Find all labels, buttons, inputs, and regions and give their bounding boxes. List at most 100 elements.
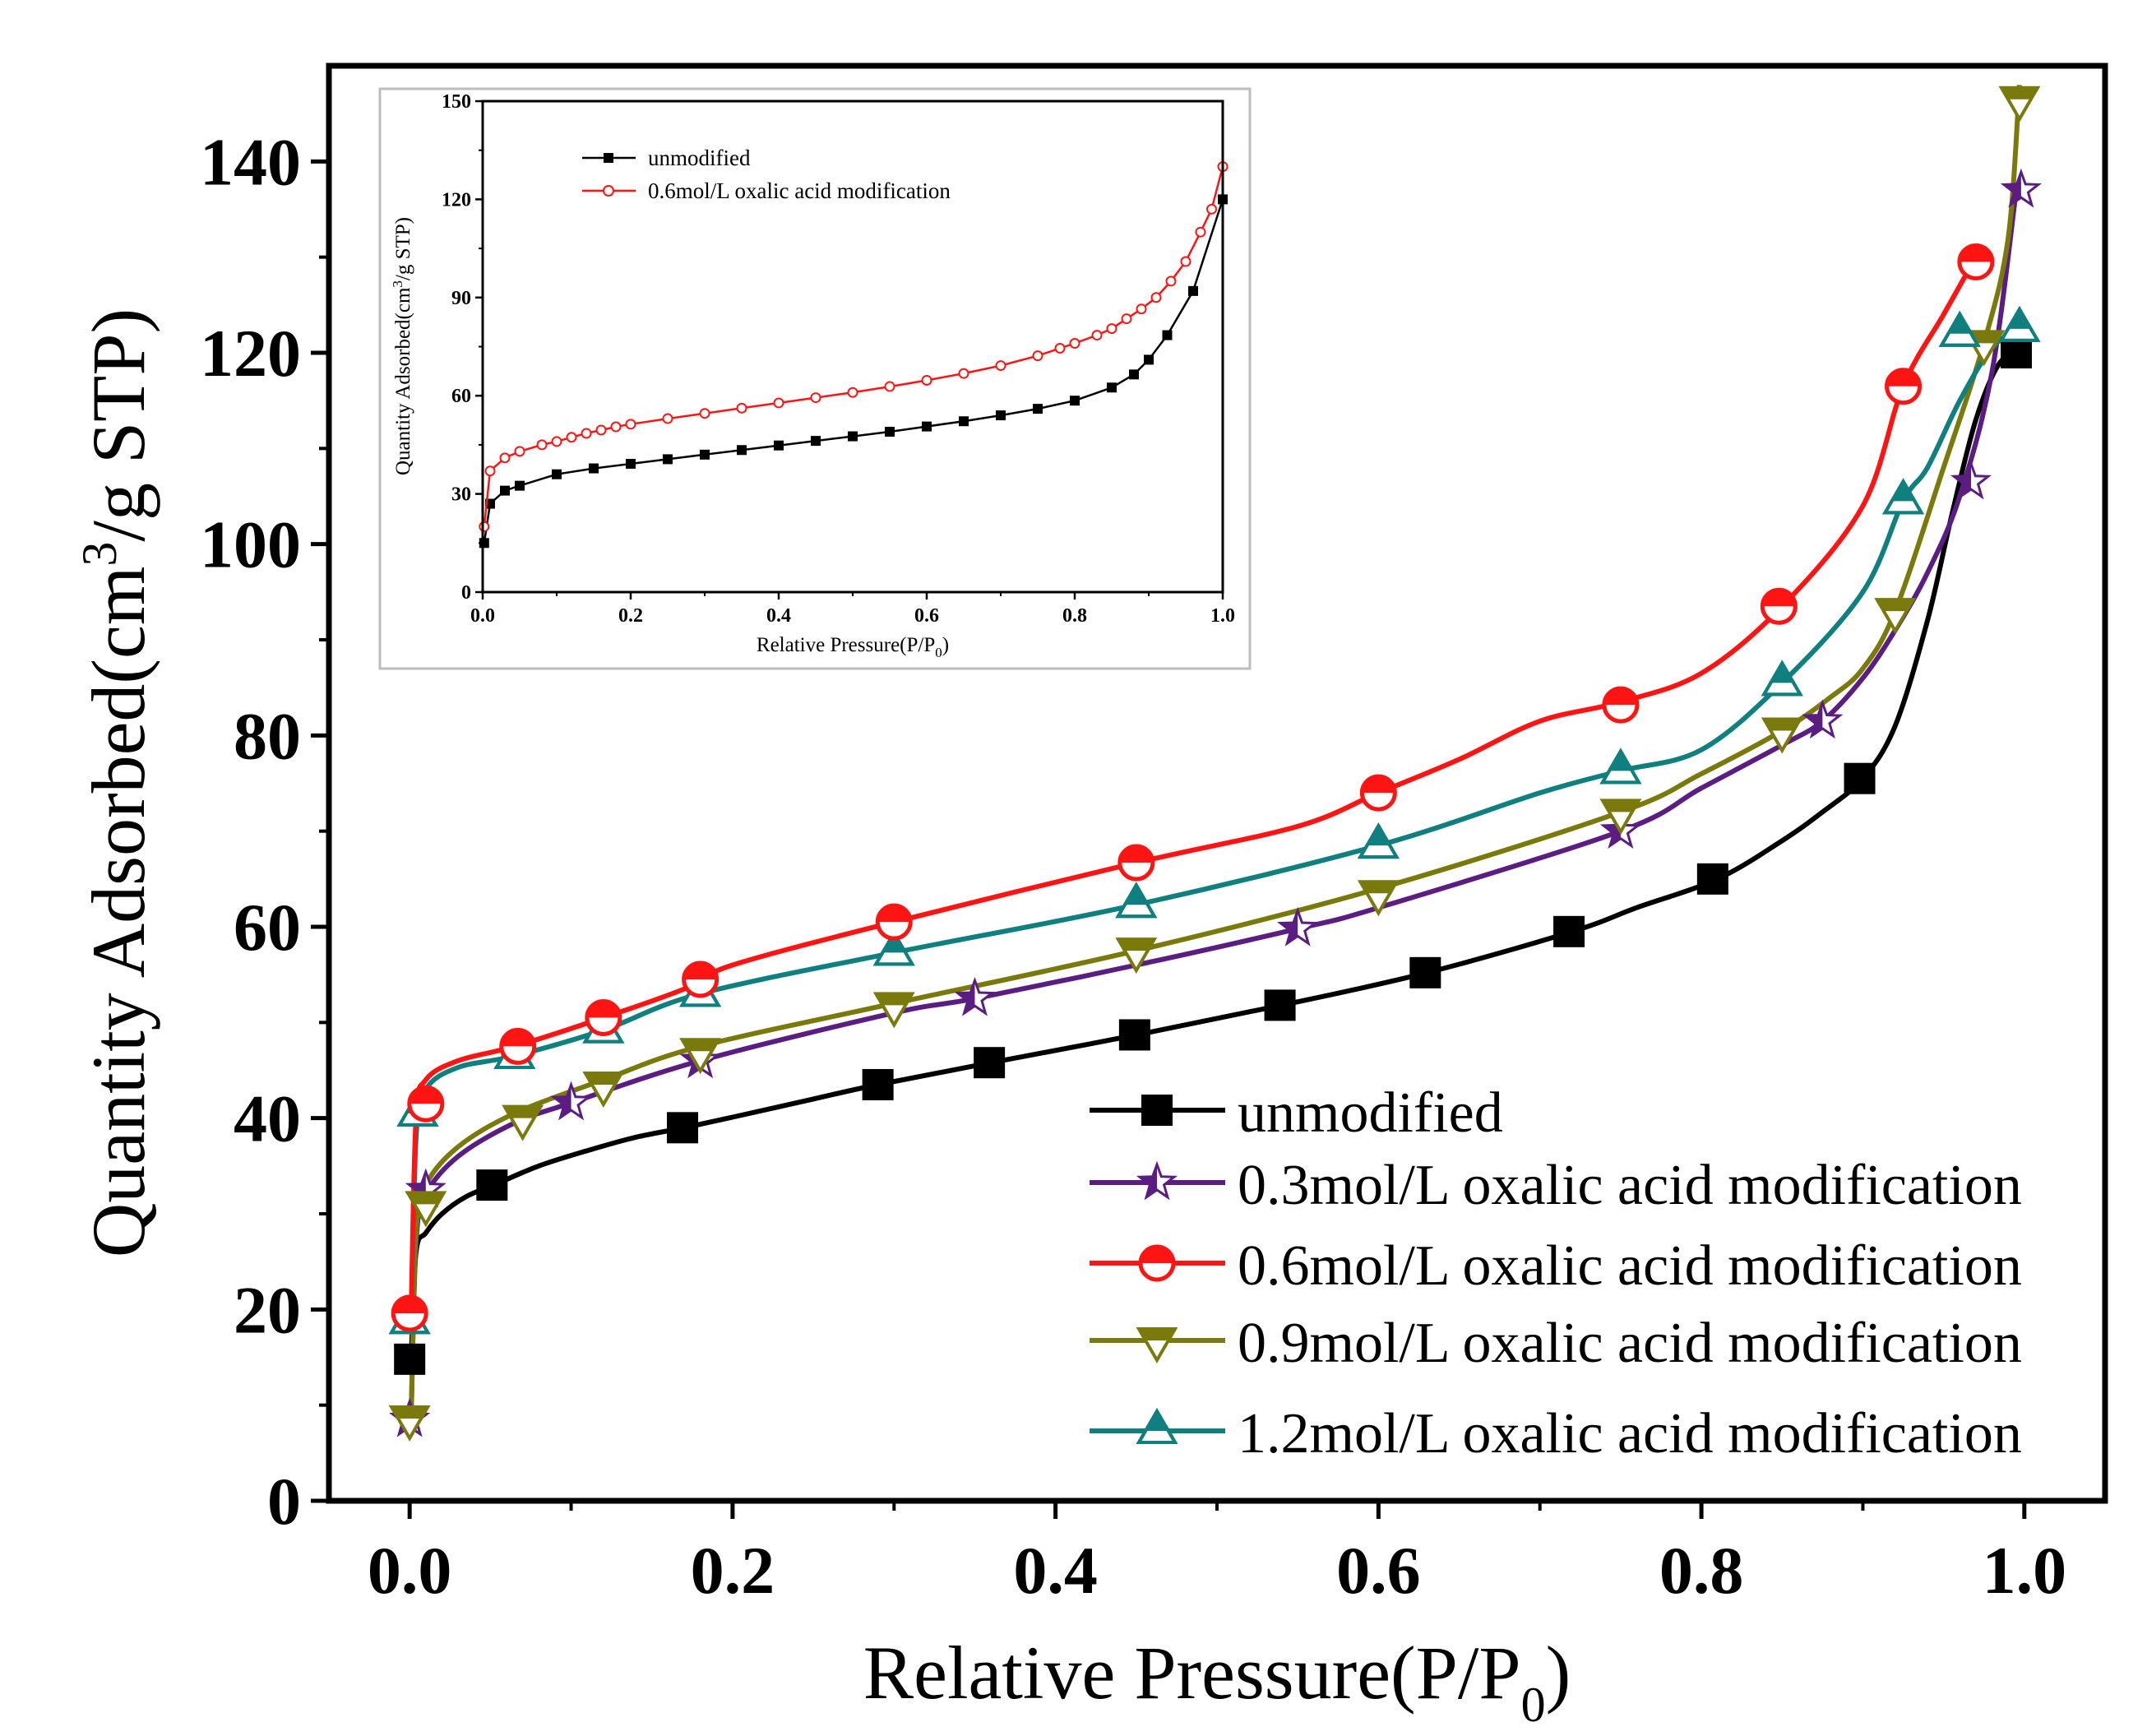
data-point-m03 <box>2000 168 2042 208</box>
data-point-m06 <box>1602 686 1640 724</box>
data-point-m12 <box>1357 822 1400 859</box>
legend-marker-m06 <box>1138 1244 1176 1282</box>
inset-data-point-inset_red <box>847 387 858 398</box>
inset-data-point-inset_red <box>1150 292 1162 303</box>
inset-data-point-inset_black <box>700 449 710 460</box>
inset-data-point-inset_black <box>552 469 562 479</box>
inset-y-axis-label: Quantity Adsorbed(cm3/g STP) <box>390 217 414 475</box>
main-x-tick-label: 0.4 <box>1013 1533 1098 1608</box>
data-point-m12 <box>872 929 915 966</box>
data-point-m06 <box>407 1085 445 1123</box>
legend-item-1-2mol: 1.2mol/L oxalic acid modification <box>1090 1402 2022 1465</box>
series-line-m06 <box>409 256 1978 1310</box>
data-point-m09 <box>872 992 915 1029</box>
inset-data-point-inset_red <box>595 424 607 436</box>
inset-y-tick-label: 30 <box>451 484 471 506</box>
inset-y-tick-label: 150 <box>442 91 471 113</box>
inset-data-point-inset_red <box>610 421 622 433</box>
inset-data-point-inset_black <box>922 421 932 432</box>
inset-data-point-inset_red <box>1195 226 1206 238</box>
inset-legend-item-unmodified: unmodified <box>582 146 751 170</box>
data-point-m09 <box>582 1071 625 1108</box>
legend-label: 0.3mol/L oxalic acid modification <box>1238 1154 2022 1217</box>
inset-x-axis-label: Relative Pressure(P/P0) <box>757 634 949 660</box>
data-point-m12 <box>1599 748 1642 785</box>
inset-y-tick-label: 0 <box>461 582 471 604</box>
inset-data-point-inset_red <box>773 397 784 409</box>
main-y-tick-label: 80 <box>234 698 301 773</box>
inset-data-point-inset_red <box>662 413 673 424</box>
inset-data-point-inset_black <box>1070 396 1080 406</box>
legend-label: 0.6mol/L oxalic acid modification <box>1238 1234 2022 1298</box>
data-point-m06 <box>1885 368 1923 405</box>
legend-marker-m03 <box>1136 1160 1178 1201</box>
main-x-axis-label: Relative Pressure(P/P0) <box>863 1631 1571 1732</box>
legend-item-0-9mol: 0.9mol/L oxalic acid modification <box>1090 1312 2022 1375</box>
legend-item-0-3mol: 0.3mol/L oxalic acid modification <box>1090 1154 2022 1217</box>
inset-data-point-inset_black <box>811 436 821 447</box>
inset-data-point-inset_black <box>1107 382 1117 393</box>
inset-series-line-inset_red <box>483 166 1224 527</box>
main-axis-ticks: 0.0 0.2 0.4 0.6 0.8 1.0 0 20 40 60 80 100 120 140 <box>200 124 2066 1608</box>
inset-data-point-inset_red <box>1091 330 1103 341</box>
data-point-m09 <box>1998 86 2041 123</box>
inset-axis-ticks: 0.0 0.2 0.4 0.6 0.8 1.0 0 30 60 90 120 150 <box>442 91 1235 627</box>
inset-data-point-inset_red <box>1165 275 1177 287</box>
data-point-m12 <box>1761 660 1803 697</box>
inset-series-group <box>479 161 1229 549</box>
legend-label: 1.2mol/L oxalic acid modification <box>1238 1402 2022 1465</box>
data-point-unmodified <box>862 1068 894 1100</box>
data-point-m09 <box>388 1405 431 1442</box>
data-point-unmodified <box>667 1112 699 1144</box>
data-point-unmodified <box>2001 337 2032 368</box>
inset-data-point-inset_red <box>566 432 577 443</box>
legend-marker-m09 <box>1136 1327 1178 1363</box>
inset-data-point-inset_black <box>589 463 599 474</box>
data-point-unmodified <box>1696 863 1728 895</box>
data-point-m03 <box>1950 460 1992 500</box>
inset-data-point-inset_black <box>663 454 673 465</box>
inset-data-point-inset_red <box>479 521 490 532</box>
data-point-m03 <box>1277 906 1319 947</box>
inset-legend-item-0-6mol: 0.6mol/L oxalic acid modification <box>582 178 951 203</box>
data-point-m03 <box>1802 699 1844 739</box>
inset-data-point-inset_black <box>1033 404 1043 414</box>
data-point-m09 <box>679 1038 722 1075</box>
inset-data-point-inset_red <box>536 439 548 451</box>
main-legend: unmodified 0.3mol/L oxalic acid modifica… <box>1090 1081 2022 1465</box>
legend-marker-m12 <box>1136 1408 1178 1444</box>
main-x-tick-label: 0.8 <box>1659 1533 1744 1608</box>
inset-data-point-inset_red <box>921 374 932 386</box>
main-plot-frame <box>326 62 2108 1504</box>
inset-data-point-inset_red <box>581 428 592 439</box>
inset-data-point-inset_black <box>1188 285 1198 296</box>
inset-x-tick-label: 0.0 <box>470 605 495 627</box>
inset-legend-label: 0.6mol/L oxalic acid modification <box>648 178 951 203</box>
inset-data-point-inset_red <box>1180 256 1191 267</box>
data-point-m09 <box>1761 717 1803 754</box>
inset-data-point-inset_red <box>625 419 636 430</box>
data-point-unmodified <box>1264 989 1296 1021</box>
inset-data-point-inset_red <box>514 446 525 457</box>
data-point-m12 <box>1938 310 1981 347</box>
legend-item-unmodified: unmodified <box>1090 1081 1503 1145</box>
inset-plot-frame <box>481 100 1224 594</box>
inset-x-tick-label: 0.2 <box>618 605 643 627</box>
inset-data-point-inset_black <box>626 458 636 469</box>
data-point-m09 <box>405 1191 447 1228</box>
inset-data-point-inset_red <box>1106 323 1117 335</box>
main-y-tick-label: 0 <box>267 1464 301 1539</box>
inset-data-point-inset_black <box>848 431 858 442</box>
inset-data-point-inset_red <box>995 360 1006 372</box>
data-point-m09 <box>1874 598 1917 635</box>
inset-data-point-inset_red <box>1032 350 1043 362</box>
inset-data-point-inset_black <box>500 485 510 496</box>
inset-data-point-inset_black <box>774 440 784 451</box>
inset-data-point-inset_red <box>1069 338 1080 350</box>
inset-data-point-inset_red <box>699 408 710 419</box>
inset-data-point-inset_red <box>1054 342 1066 354</box>
main-series-group <box>388 85 2042 1442</box>
main-y-tick-label: 60 <box>234 890 301 965</box>
main-x-tick-label: 1.0 <box>1983 1533 2067 1608</box>
